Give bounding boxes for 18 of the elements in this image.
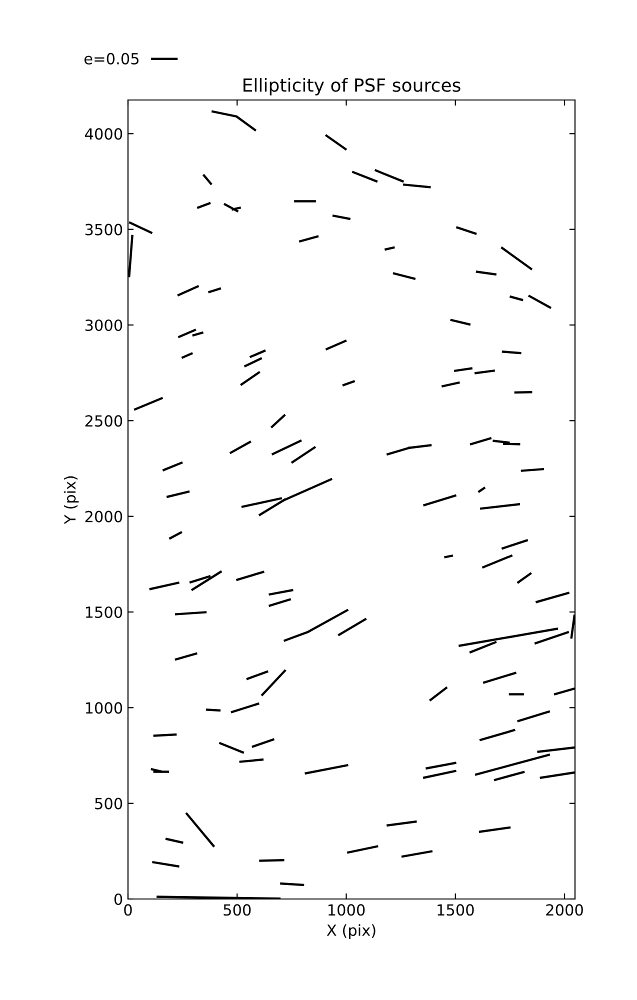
y-tick-label: 500	[95, 798, 122, 810]
x-tick-label: 1500	[438, 904, 474, 916]
y-axis-title: Y (pix)	[64, 476, 79, 524]
x-tick-label: 0	[124, 904, 132, 916]
y-tick-label: 2500	[85, 415, 122, 427]
y-tick-label: 2000	[85, 510, 122, 522]
x-tick-label: 2000	[546, 904, 583, 916]
legend-label: e=0.05	[84, 52, 139, 64]
y-tick-label: 3500	[85, 224, 122, 236]
y-tick-label: 3000	[85, 319, 122, 332]
y-tick-label: 0	[114, 893, 122, 906]
y-tick-label: 4000	[85, 128, 122, 140]
chart-title: Ellipticity of PSF sources	[244, 78, 460, 96]
y-tick-label: 1500	[86, 606, 122, 618]
x-tick-label: 1000	[328, 904, 365, 916]
x-tick-label: 500	[224, 904, 251, 916]
y-tick-label: 1000	[86, 702, 122, 714]
x-axis-title: X (pix)	[326, 924, 376, 939]
